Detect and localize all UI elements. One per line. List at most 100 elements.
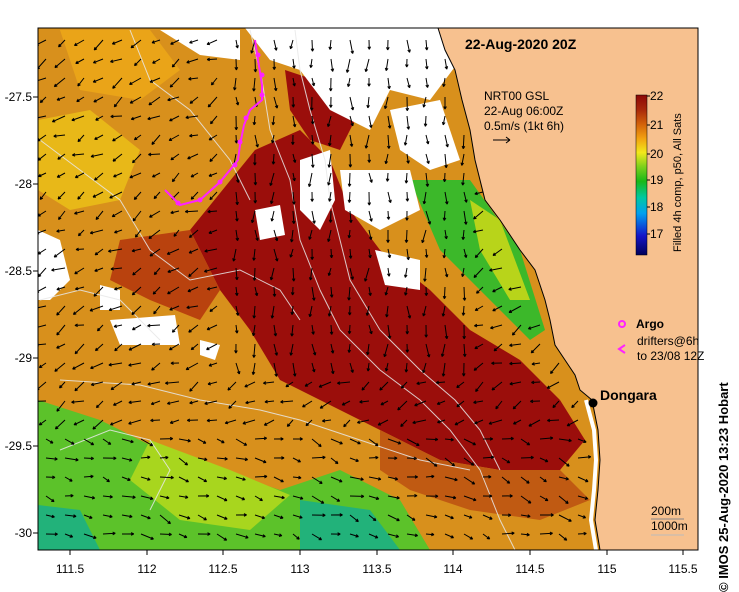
current-arrow [349,96,355,111]
current-arrow [330,438,343,445]
current-arrow [311,286,316,301]
x-tick-label: 115 [597,562,616,576]
current-arrow [110,267,123,271]
current-arrow [327,267,332,277]
current-arrow [309,58,313,68]
current-arrow [170,39,180,45]
current-arrow [437,419,446,424]
current-arrow [131,381,142,386]
land-mass [437,28,698,550]
current-arrow [186,418,199,423]
current-arrow [305,419,313,427]
current-arrow [190,343,199,351]
current-arrow [206,324,218,331]
current-arrow [102,476,110,483]
current-arrow [492,248,503,256]
current-arrow [309,96,314,111]
current-arrow [292,153,297,163]
current-arrow [45,532,58,536]
current-arrow [108,362,123,367]
current-arrow [368,324,373,335]
current-arrow [206,418,218,423]
current-arrow [310,191,314,202]
current-arrow [292,77,296,87]
current-arrow [327,172,332,186]
current-arrow [293,437,303,441]
current-arrow [216,495,228,502]
current-arrow [227,381,237,391]
current-arrow [531,380,541,385]
current-arrow [328,77,333,92]
current-arrow [286,419,294,427]
current-arrow [77,77,85,87]
current-arrow [463,476,476,485]
current-arrow [206,57,218,62]
current-arrow [263,381,275,385]
current-arrow [74,323,85,328]
current-arrow [386,134,391,149]
y-tick-label: -29.5 [5,439,33,453]
current-arrow [539,495,549,502]
current-arrow [366,362,371,372]
current-arrow [387,533,400,538]
current-arrow [234,343,238,354]
current-arrow [444,324,449,340]
current-arrow [444,134,449,148]
current-arrow [347,324,352,335]
current-arrow [77,229,85,237]
current-arrow [131,305,142,316]
current-arrow [423,115,428,127]
current-arrow [406,493,418,498]
current-arrow [140,495,154,501]
current-arrow [491,361,503,366]
current-arrow [368,476,382,481]
current-arrow [547,418,560,423]
current-arrow [330,362,335,375]
current-arrow [110,381,123,391]
current-arrow [169,77,180,88]
current-arrow [425,153,430,165]
current-arrow [208,362,218,367]
current-arrow [577,531,587,536]
current-arrow [330,457,339,465]
credit-text: © IMOS 25-Aug-2020 13:23 Hobart [716,382,731,592]
current-arrow [252,248,256,261]
current-arrow [245,400,256,405]
current-arrow [349,362,354,373]
y-tick-label: -27.5 [5,90,33,104]
current-arrow [148,96,161,106]
current-arrow [90,381,104,387]
current-arrow [171,172,180,183]
current-arrow [73,39,85,46]
current-arrow [349,457,359,462]
current-arrow [64,438,75,445]
current-arrow [187,153,199,160]
current-arrow [462,324,466,340]
current-arrow [520,495,532,504]
current-arrow [254,514,266,520]
current-arrow [385,305,389,318]
current-arrow [129,77,142,85]
current-arrow [403,134,408,146]
current-arrow [234,286,239,296]
current-arrow [121,532,135,536]
current-arrow [405,324,410,335]
current-arrow [327,305,332,317]
current-arrow [133,191,142,200]
current-arrow [210,115,218,125]
current-arrow [558,476,569,481]
current-arrow [204,400,218,406]
current-arrow [291,96,296,108]
current-arrow [406,115,411,130]
orange-band [380,430,590,520]
drifter-legend-label: to 23/08 12Z [637,349,704,363]
current-arrow [77,134,85,143]
current-arrow [74,210,85,215]
current-arrow [308,267,313,281]
current-arrow [168,343,180,351]
current-arrow [131,286,142,296]
current-arrow [206,39,218,46]
current-arrow [112,134,123,142]
current-arrow [270,305,275,319]
current-arrow [539,476,547,483]
